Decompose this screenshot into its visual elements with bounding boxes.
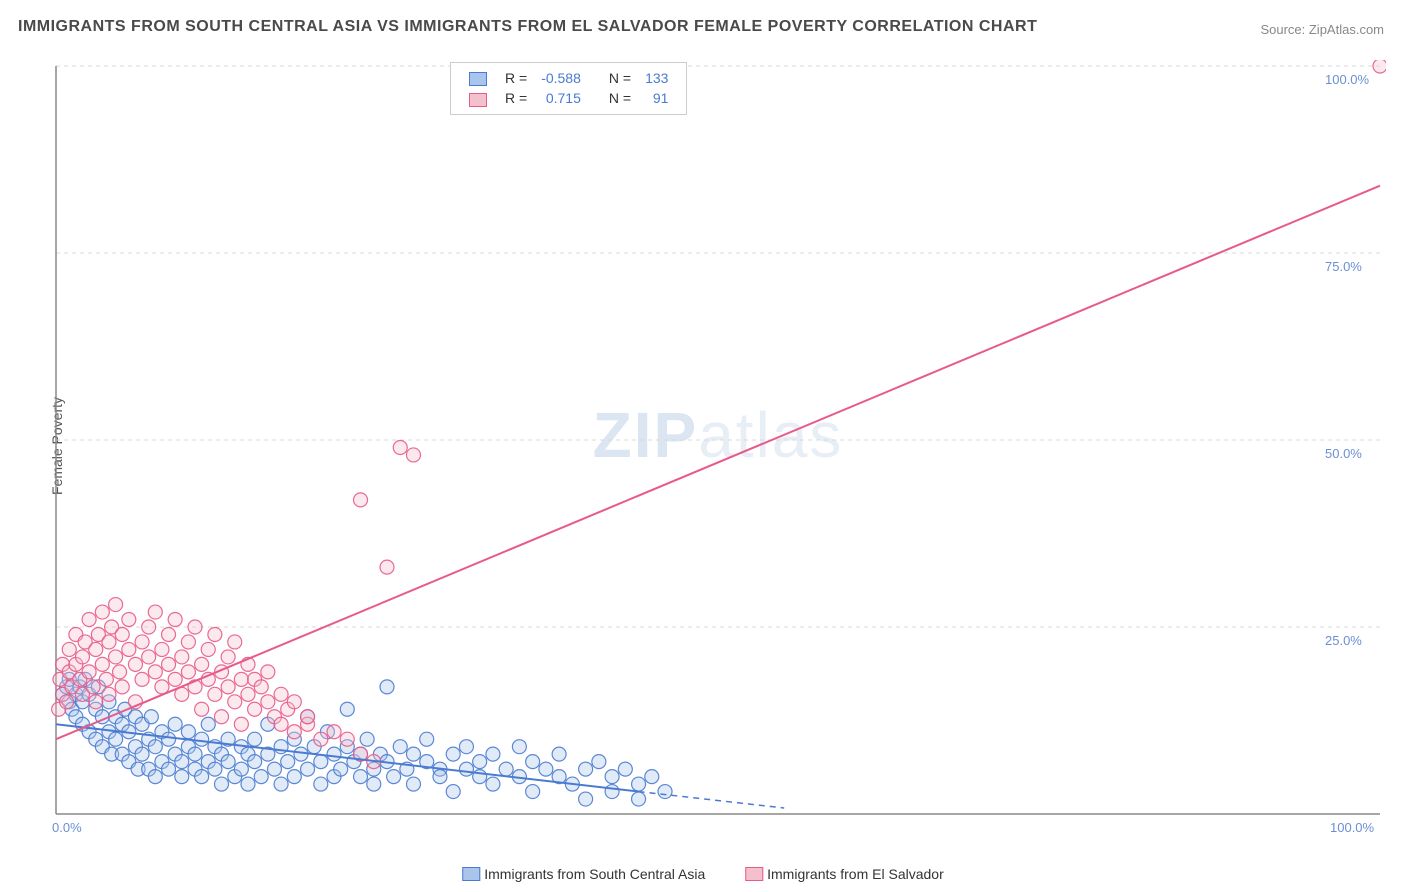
- plot-area: ZIPatlas 25.0%50.0%75.0%100.0%0.0%100.0%: [50, 60, 1386, 842]
- r-label-1: R =: [499, 69, 533, 87]
- r-label-2: R =: [499, 89, 533, 107]
- legend-label-1: Immigrants from South Central Asia: [484, 866, 705, 882]
- swatch-series-2: [469, 93, 487, 107]
- tick-label: 100.0%: [1325, 72, 1369, 87]
- swatch-bottom-1: [462, 867, 480, 881]
- bottom-legend: Immigrants from South Central Asia Immig…: [444, 866, 961, 884]
- stats-row-series-1: R = -0.588 N = 133: [463, 69, 674, 87]
- n-label-2: N =: [603, 89, 637, 107]
- tick-label: 75.0%: [1325, 259, 1362, 274]
- legend-item-2: Immigrants from El Salvador: [745, 866, 944, 882]
- r-value-2: 0.715: [535, 89, 587, 107]
- r-value-1: -0.588: [535, 69, 587, 87]
- chart-title: IMMIGRANTS FROM SOUTH CENTRAL ASIA VS IM…: [18, 18, 1037, 36]
- legend-item-1: Immigrants from South Central Asia: [462, 866, 705, 882]
- n-value-1: 133: [639, 69, 674, 87]
- chart-svg: [50, 60, 1386, 842]
- tick-label: 50.0%: [1325, 446, 1362, 461]
- swatch-series-1: [469, 72, 487, 86]
- legend-label-2: Immigrants from El Salvador: [767, 866, 944, 882]
- stats-row-series-2: R = 0.715 N = 91: [463, 89, 674, 107]
- tick-label: 0.0%: [52, 820, 82, 835]
- stats-legend: R = -0.588 N = 133 R = 0.715 N = 91: [450, 62, 687, 115]
- source-attribution: Source: ZipAtlas.com: [1260, 22, 1384, 37]
- n-label-1: N =: [603, 69, 637, 87]
- stats-table: R = -0.588 N = 133 R = 0.715 N = 91: [461, 67, 676, 110]
- tick-label: 100.0%: [1330, 820, 1374, 835]
- swatch-bottom-2: [745, 867, 763, 881]
- chart-container: IMMIGRANTS FROM SOUTH CENTRAL ASIA VS IM…: [0, 0, 1406, 892]
- n-value-2: 91: [639, 89, 674, 107]
- tick-label: 25.0%: [1325, 633, 1362, 648]
